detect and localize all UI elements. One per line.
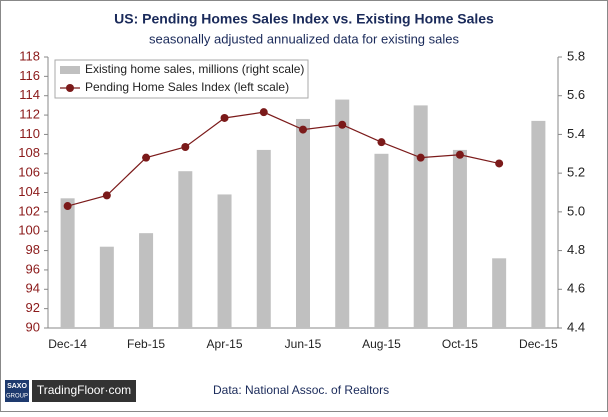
logo-top: SAXO [7,383,27,390]
bar [99,246,114,328]
line-marker [455,150,464,159]
bar [178,171,193,328]
x-tick-label: Dec-14 [48,337,87,351]
y-tick-label: 110 [19,126,40,141]
y-tick-label: 92 [26,300,40,315]
bar [296,118,310,328]
bar [413,105,428,329]
line-marker [338,120,347,129]
legend-marker [66,84,74,92]
line-marker [220,113,229,122]
line-marker [181,143,190,152]
x-tick-label: Apr-15 [207,337,243,351]
bar [217,194,232,328]
y-tick-label: 90 [26,319,40,334]
y-tick-label: 104 [18,184,40,199]
line-marker [299,125,307,134]
bar [60,198,75,328]
y-tick-label: 98 [26,242,40,257]
source: Data: National Assoc. of Realtors [213,383,389,397]
bar [335,99,350,328]
line-marker [259,108,268,117]
y2-tick-label: 5.2 [567,165,585,180]
y-tick-label: 108 [18,145,40,160]
y-tick-label: 102 [18,203,40,218]
bar [256,149,271,328]
y-tick-label: 94 [26,281,40,296]
y2-tick-label: 4.6 [567,281,585,296]
x-tick-label: Oct-15 [442,337,478,351]
x-tick-label: Dec-15 [519,337,558,351]
y2-tick-label: 5.6 [567,87,585,102]
x-tick-label: Feb-15 [127,337,165,351]
logo-bottom: GROUP [6,394,28,400]
line-marker [416,153,425,162]
x-tick-label: Jun-15 [285,337,322,351]
legend-label: Existing home sales, millions (right sca… [85,62,304,76]
line-marker [377,138,386,147]
y2-tick-label: 5.8 [567,48,585,63]
y2-tick-label: 5.4 [567,126,585,141]
line-marker [142,153,151,162]
chart-subtitle: seasonally adjusted annualized data for … [149,31,460,46]
y-tick-label: 96 [26,261,40,276]
x-tick-label: Aug-15 [362,337,401,351]
y-tick-label: 114 [19,87,40,102]
line-marker [102,191,111,200]
brand: TradingFloor·com [37,383,131,397]
line-marker [63,202,72,211]
bar [492,258,507,328]
y-tick-label: 112 [19,107,40,122]
legend-box [54,59,309,99]
bar [139,233,154,328]
y-tick-label: 116 [19,68,40,83]
bar [531,120,546,328]
y2-tick-label: 4.4 [567,319,585,334]
line [67,111,500,207]
y2-tick-label: 5.0 [567,203,585,218]
y-tick-label: 118 [19,48,40,63]
bar [452,149,467,328]
line-marker [495,159,504,168]
y-tick-label: 100 [18,223,40,238]
bar [374,153,389,328]
legend-label: Pending Home Sales Index (left scale) [85,80,289,94]
chart-title: US: Pending Homes Sales Index vs. Existi… [114,11,494,27]
y-tick-label: 106 [18,165,40,180]
legend-swatch [60,66,80,74]
brand-box [32,380,136,402]
y2-tick-label: 4.8 [567,242,585,257]
logo [5,380,29,402]
